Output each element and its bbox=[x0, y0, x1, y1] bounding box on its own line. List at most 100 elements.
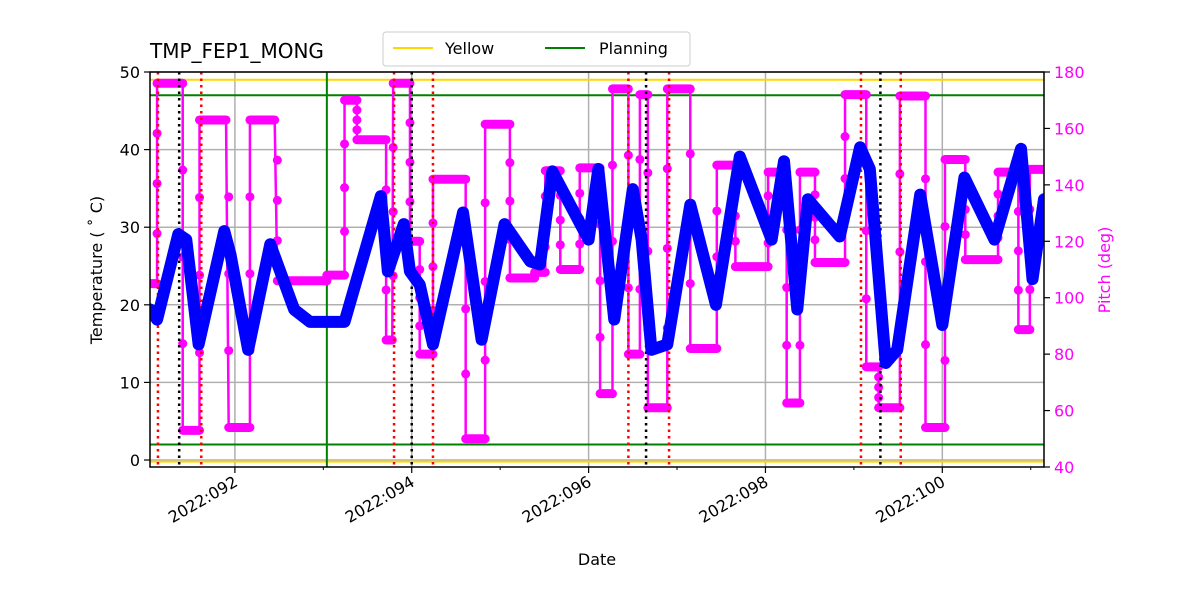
pitch-point bbox=[178, 165, 188, 175]
y-tick-label: 40 bbox=[120, 141, 140, 160]
pitch-point bbox=[861, 226, 871, 236]
pitch-point bbox=[874, 372, 884, 382]
pitch-point bbox=[685, 149, 695, 159]
pitch-point bbox=[245, 192, 255, 202]
pitch-point bbox=[415, 321, 425, 331]
pitch-point bbox=[272, 155, 282, 165]
x-tick-label: 2022:094 bbox=[342, 472, 418, 527]
pitch-point bbox=[352, 115, 362, 125]
pitch-point bbox=[795, 340, 805, 350]
pitch-point bbox=[712, 206, 722, 216]
y2-tick-label: 100 bbox=[1054, 289, 1085, 308]
pitch-point bbox=[940, 221, 950, 231]
pitch-point bbox=[1013, 246, 1023, 256]
legend-box bbox=[382, 31, 691, 67]
pitch-point bbox=[352, 125, 362, 135]
pitch-point bbox=[575, 188, 585, 198]
pitch-point bbox=[861, 294, 871, 304]
pitch-point bbox=[195, 270, 205, 280]
pitch-point bbox=[405, 157, 415, 167]
pitch-point bbox=[224, 346, 234, 356]
pitch-point bbox=[782, 340, 792, 350]
pitch-point bbox=[940, 355, 950, 365]
pitch-point bbox=[428, 262, 438, 272]
y2-axis-label: Pitch (deg) bbox=[1095, 227, 1114, 314]
pitch-point bbox=[782, 283, 792, 293]
y2-tick-label: 120 bbox=[1054, 232, 1085, 251]
pitch-point bbox=[388, 207, 398, 217]
legend-yellow-label: Yellow bbox=[444, 39, 494, 58]
pitch-point bbox=[730, 236, 740, 246]
pitch-point bbox=[595, 332, 605, 342]
y-tick-label: 50 bbox=[120, 63, 140, 82]
pitch-point bbox=[555, 215, 565, 225]
pitch-point bbox=[840, 132, 850, 142]
pitch-point bbox=[874, 393, 884, 403]
pitch-point bbox=[505, 158, 515, 168]
pitch-point bbox=[245, 269, 255, 279]
pitch-point bbox=[635, 154, 645, 164]
pitch-point bbox=[810, 235, 820, 245]
pitch-point bbox=[1025, 285, 1035, 295]
pitch-point bbox=[623, 150, 633, 160]
pitch-point bbox=[960, 230, 970, 240]
pitch-point bbox=[195, 348, 205, 358]
x-tick-label: 2022:092 bbox=[165, 472, 241, 527]
plot-area bbox=[150, 72, 1044, 467]
x-tick-label: 2022:100 bbox=[872, 472, 948, 527]
pitch-point bbox=[895, 247, 905, 257]
pitch-point bbox=[575, 239, 585, 249]
pitch-point bbox=[224, 192, 234, 202]
legend: Yellow Planning bbox=[382, 31, 691, 67]
pitch-point bbox=[480, 355, 490, 365]
pitch-point bbox=[595, 276, 605, 286]
pitch-point bbox=[993, 189, 1003, 199]
pitch-point bbox=[381, 285, 391, 295]
y2-tick-label: 80 bbox=[1054, 345, 1074, 364]
pitch-point bbox=[195, 193, 205, 203]
y-tick-label: 0 bbox=[130, 451, 140, 470]
pitch-point bbox=[340, 226, 350, 236]
chart-title: TMP_FEP1_MONG bbox=[149, 39, 324, 63]
pitch-point bbox=[643, 168, 653, 178]
x-tick-label: 2022:098 bbox=[696, 472, 772, 527]
pitch-point bbox=[480, 198, 490, 208]
pitch-point bbox=[763, 191, 773, 201]
y2-tick-label: 60 bbox=[1054, 402, 1074, 421]
pitch-point bbox=[178, 339, 188, 349]
pitch-point bbox=[921, 174, 931, 184]
plot-frame bbox=[149, 71, 1045, 468]
pitch-point bbox=[662, 164, 672, 174]
pitch-point bbox=[895, 169, 905, 179]
y2-tick-label: 140 bbox=[1054, 176, 1085, 195]
pitch-point bbox=[555, 240, 565, 250]
pitch-point bbox=[607, 160, 617, 170]
y2-tick-label: 180 bbox=[1054, 63, 1085, 82]
pitch-point bbox=[405, 197, 415, 207]
legend-planning-label: Planning bbox=[599, 39, 668, 58]
pitch-point bbox=[152, 128, 162, 138]
pitch-point bbox=[272, 195, 282, 205]
pitch-point bbox=[152, 229, 162, 239]
temperature-line bbox=[150, 141, 1044, 370]
pitch-point bbox=[505, 196, 515, 206]
y-axis-label: Temperature ( ˚ C) bbox=[87, 196, 106, 345]
pitch-point bbox=[352, 105, 362, 115]
pitch-point bbox=[662, 243, 672, 253]
y2-tick-label: 160 bbox=[1054, 119, 1085, 138]
y-tick-label: 30 bbox=[120, 218, 140, 237]
pitch-point bbox=[405, 118, 415, 128]
pitch-point bbox=[340, 183, 350, 193]
pitch-point bbox=[388, 142, 398, 152]
pitch-point bbox=[461, 369, 471, 379]
pitch-point bbox=[322, 272, 332, 282]
pitch-point bbox=[461, 304, 471, 314]
pitch-point bbox=[685, 279, 695, 289]
pitch-point bbox=[530, 269, 540, 279]
pitch-point bbox=[340, 139, 350, 149]
pitch-point bbox=[874, 382, 884, 392]
pitch-point bbox=[921, 340, 931, 350]
y-tick-label: 10 bbox=[120, 373, 140, 392]
x-tick-label: 2022:096 bbox=[519, 472, 595, 527]
